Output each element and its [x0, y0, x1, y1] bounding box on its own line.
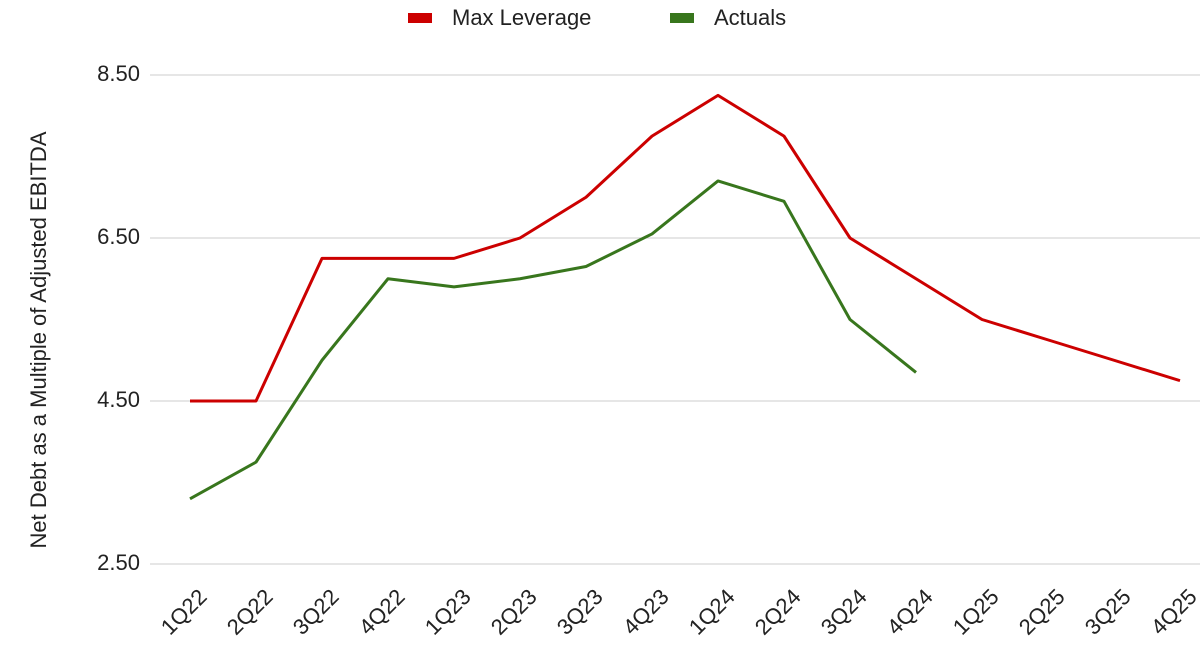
- y-axis-title: Net Debt as a Multiple of Adjusted EBITD…: [26, 131, 51, 548]
- x-tick-label: 1Q25: [948, 584, 1004, 640]
- series-line: [189, 179, 917, 501]
- y-tick-label: 6.50: [97, 224, 140, 249]
- x-tick-label: 3Q22: [288, 584, 344, 640]
- legend-label: Max Leverage: [452, 5, 591, 30]
- x-tick-label: 4Q24: [882, 584, 938, 640]
- y-tick-label: 8.50: [97, 61, 140, 86]
- y-tick-label: 4.50: [97, 387, 140, 412]
- x-tick-label: 1Q22: [156, 584, 212, 640]
- y-tick-label: 2.50: [97, 550, 140, 575]
- x-tick-label: 3Q24: [816, 584, 872, 640]
- series-line: [190, 93, 1181, 403]
- x-tick-label: 4Q23: [618, 584, 674, 640]
- x-tick-label: 2Q22: [222, 584, 278, 640]
- x-tick-label: 1Q24: [684, 584, 740, 640]
- x-tick-label: 1Q23: [420, 584, 476, 640]
- x-tick-label: 3Q25: [1080, 584, 1136, 640]
- x-tick-label: 2Q23: [486, 584, 542, 640]
- x-tick-label: 3Q23: [552, 584, 608, 640]
- x-tick-label: 2Q25: [1014, 584, 1070, 640]
- x-tick-label: 2Q24: [750, 584, 806, 640]
- legend-swatch: [408, 13, 432, 23]
- x-tick-label: 4Q25: [1146, 584, 1201, 640]
- legend-swatch: [670, 13, 694, 23]
- x-tick-label: 4Q22: [354, 584, 410, 640]
- legend-label: Actuals: [714, 5, 786, 30]
